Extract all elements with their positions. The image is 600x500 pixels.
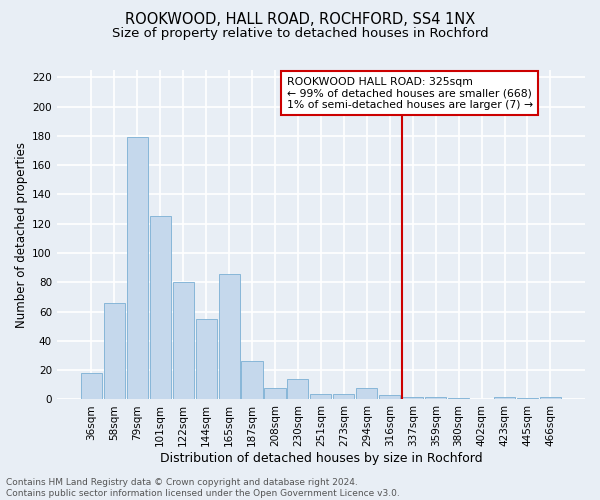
Bar: [241, 362, 263, 400]
Y-axis label: Number of detached properties: Number of detached properties: [15, 142, 28, 328]
Bar: [127, 138, 148, 400]
Bar: [425, 396, 446, 400]
Bar: [517, 398, 538, 400]
Text: ROOKWOOD, HALL ROAD, ROCHFORD, SS4 1NX: ROOKWOOD, HALL ROAD, ROCHFORD, SS4 1NX: [125, 12, 475, 28]
Bar: [149, 216, 171, 400]
X-axis label: Distribution of detached houses by size in Rochford: Distribution of detached houses by size …: [160, 452, 482, 465]
Bar: [173, 282, 194, 400]
Bar: [540, 396, 561, 400]
Bar: [81, 373, 102, 400]
Bar: [402, 396, 423, 400]
Bar: [104, 303, 125, 400]
Bar: [333, 394, 355, 400]
Text: Contains HM Land Registry data © Crown copyright and database right 2024.
Contai: Contains HM Land Registry data © Crown c…: [6, 478, 400, 498]
Bar: [448, 398, 469, 400]
Text: ROOKWOOD HALL ROAD: 325sqm
← 99% of detached houses are smaller (668)
1% of semi: ROOKWOOD HALL ROAD: 325sqm ← 99% of deta…: [287, 76, 533, 110]
Bar: [218, 274, 239, 400]
Bar: [494, 396, 515, 400]
Text: Size of property relative to detached houses in Rochford: Size of property relative to detached ho…: [112, 28, 488, 40]
Bar: [379, 395, 400, 400]
Bar: [265, 388, 286, 400]
Bar: [287, 379, 308, 400]
Bar: [356, 388, 377, 400]
Bar: [196, 319, 217, 400]
Bar: [310, 394, 331, 400]
